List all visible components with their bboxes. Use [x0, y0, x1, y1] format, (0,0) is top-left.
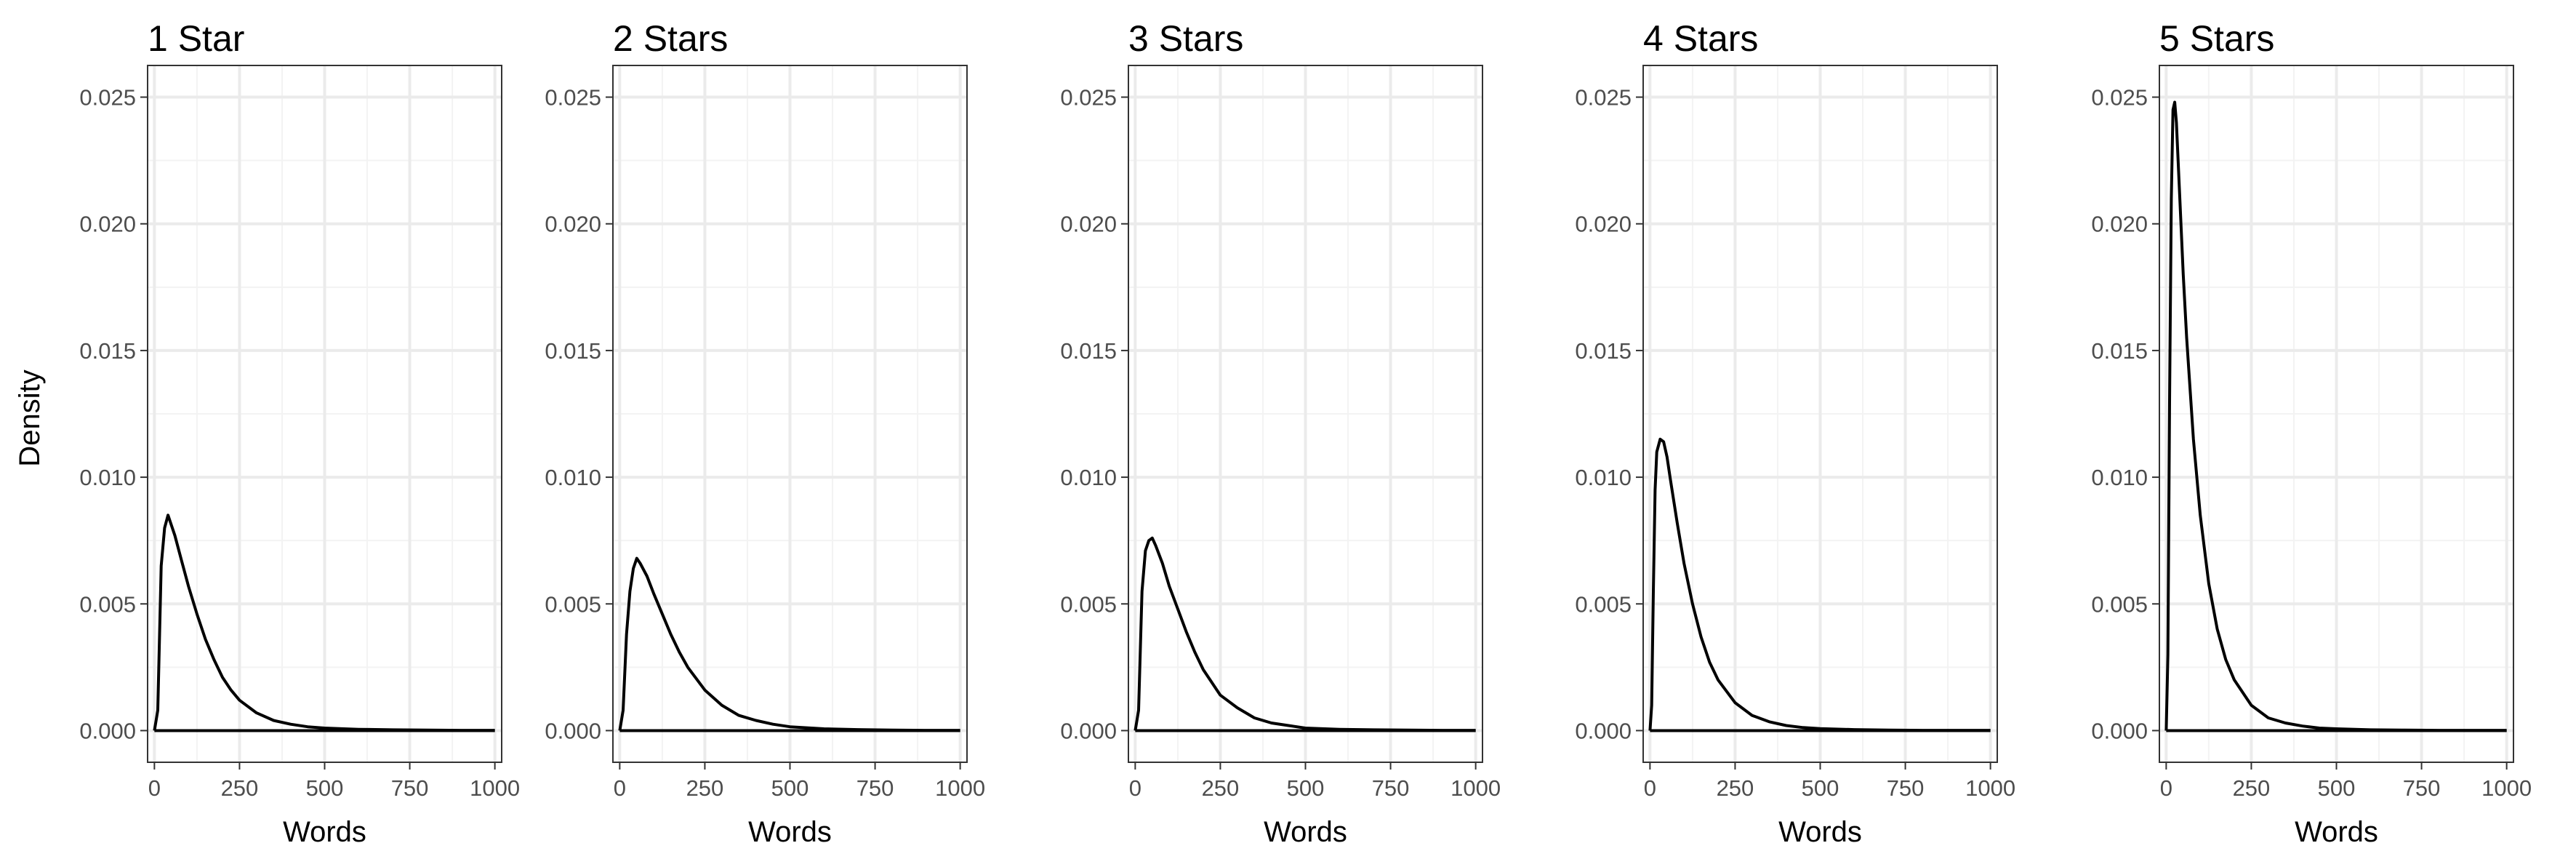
y-tick-label: 0.025 [1575, 85, 1632, 111]
x-tick-label: 1000 [1450, 775, 1501, 801]
x-tick-label: 0 [2160, 775, 2172, 801]
x-tick-label: 1000 [935, 775, 985, 801]
x-tick-label: 500 [771, 775, 809, 801]
y-tick-label: 0.000 [545, 718, 601, 743]
y-tick-label: 0.025 [545, 85, 601, 111]
panel-title: 4 Stars [1643, 18, 1758, 59]
y-tick-label: 0.025 [2091, 85, 2148, 111]
facet-panel: 3 Stars 0 250 500 750 1000 0.000 0.005 0.010 0.01… [1060, 18, 1501, 848]
x-tick-label: 0 [148, 775, 161, 801]
y-tick-label: 0.015 [1575, 338, 1632, 364]
x-tick-label: 750 [391, 775, 429, 801]
x-tick-label: 250 [686, 775, 724, 801]
density-line [1133, 536, 1476, 732]
x-tick-label: 1000 [2481, 775, 2532, 801]
y-tick-label: 0.015 [2091, 338, 2148, 364]
density-line [1648, 437, 1991, 732]
density-line [2164, 100, 2507, 732]
y-tick-label: 0.015 [545, 338, 601, 364]
x-tick-label: 1000 [470, 775, 520, 801]
facet-panel: 5 Stars 0 250 500 750 1000 0.000 0.005 0.010 0.01… [2091, 18, 2532, 848]
x-tick-label: 0 [1644, 775, 1656, 801]
y-tick-label: 0.015 [79, 338, 136, 364]
y-tick-label: 0.005 [2091, 591, 2148, 617]
y-tick-label: 0.010 [1060, 465, 1117, 490]
y-axis-title: Density [14, 369, 46, 466]
x-tick-label: 500 [2318, 775, 2356, 801]
y-tick-label: 0.005 [79, 591, 136, 617]
x-tick-label: 500 [306, 775, 344, 801]
y-tick-label: 0.000 [1060, 718, 1117, 743]
y-tick-label: 0.000 [1575, 718, 1632, 743]
x-tick-label: 0 [1129, 775, 1141, 801]
x-tick-label: 250 [1717, 775, 1754, 801]
facet-panel: 1 Star 0 250 500 750 1000 0.000 0.005 0.010 0.015… [79, 18, 520, 848]
y-tick-label: 0.015 [1060, 338, 1117, 364]
x-tick-label: 750 [2403, 775, 2441, 801]
x-tick-label: 500 [1802, 775, 1839, 801]
x-tick-label: 750 [1372, 775, 1410, 801]
x-tick-label: 250 [2233, 775, 2271, 801]
panel-title: 1 Star [148, 18, 244, 59]
x-axis-title: Words [2295, 816, 2378, 848]
y-tick-label: 0.000 [2091, 718, 2148, 743]
x-axis-title: Words [1264, 816, 1347, 848]
y-tick-label: 0.020 [545, 212, 601, 237]
facet-panel: 2 Stars 0 250 500 750 1000 0.000 0.005 0.010 0.01… [545, 18, 985, 848]
x-tick-label: 250 [1202, 775, 1240, 801]
y-tick-label: 0.020 [79, 212, 136, 237]
y-tick-label: 0.025 [79, 85, 136, 111]
y-tick-label: 0.010 [79, 465, 136, 490]
x-axis-title: Words [1778, 816, 1862, 848]
x-tick-label: 500 [1287, 775, 1325, 801]
facet-panel: 4 Stars 0 250 500 750 1000 0.000 0.005 0.010 0.01… [1575, 18, 2015, 848]
y-tick-label: 0.005 [1575, 591, 1632, 617]
panel-title: 5 Stars [2159, 18, 2274, 59]
y-tick-label: 0.010 [1575, 465, 1632, 490]
x-tick-label: 750 [856, 775, 894, 801]
y-tick-label: 0.025 [1060, 85, 1117, 111]
x-tick-label: 750 [1887, 775, 1925, 801]
y-tick-label: 0.005 [545, 591, 601, 617]
y-tick-label: 0.005 [1060, 591, 1117, 617]
y-tick-label: 0.020 [1060, 212, 1117, 237]
y-tick-label: 0.010 [545, 465, 601, 490]
x-axis-title: Words [748, 816, 832, 848]
x-tick-label: 0 [614, 775, 626, 801]
y-tick-label: 0.020 [2091, 212, 2148, 237]
x-axis-title: Words [283, 816, 366, 848]
y-tick-label: 0.010 [2091, 465, 2148, 490]
x-tick-label: 1000 [1965, 775, 2015, 801]
y-tick-label: 0.020 [1575, 212, 1632, 237]
panel-title: 2 Stars [613, 18, 728, 59]
x-tick-label: 250 [221, 775, 259, 801]
y-tick-label: 0.000 [79, 718, 136, 743]
density-line [618, 556, 960, 732]
panel-title: 3 Stars [1128, 18, 1243, 59]
facet-panels: 1 Star 0 250 500 750 1000 0.000 0.005 0.010 0.015… [79, 18, 2532, 848]
density-line [153, 514, 495, 732]
